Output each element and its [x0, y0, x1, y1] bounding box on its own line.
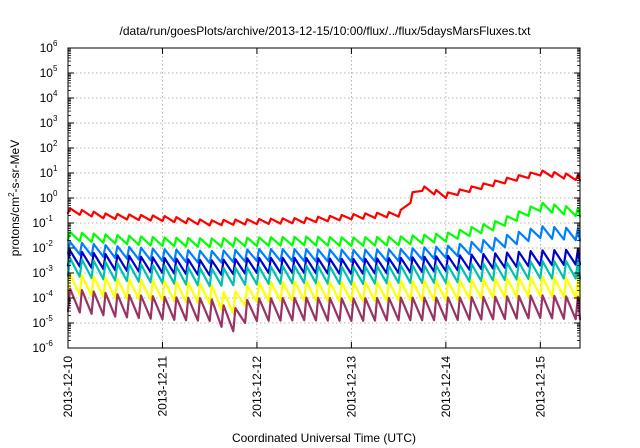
- y-tick-label: 103: [40, 114, 58, 130]
- x-axis-label: Coordinated Universal Time (UTC): [232, 431, 416, 445]
- y-tick-label: 100: [40, 189, 58, 205]
- series-line: [66, 248, 582, 277]
- y-tick-label: 106: [40, 39, 58, 55]
- y-tick-label: 102: [40, 139, 58, 155]
- series-line: [66, 287, 582, 333]
- series-line: [66, 257, 582, 288]
- series-line: [66, 273, 582, 315]
- series-line: [66, 201, 582, 249]
- y-axis-label-unit: protons/cm: [8, 197, 22, 256]
- x-tick-label: 2013-12-15: [533, 356, 547, 418]
- y-axis: 10-6 10-5 10-4 10-3 10-2 10-1 100 101 102 103 104 1…: [32, 39, 580, 355]
- x-tick-label: 2013-12-10: [61, 356, 75, 418]
- x-tick-label: 2013-12-14: [439, 356, 453, 418]
- y-tick-label: 105: [40, 64, 58, 80]
- chart-title: /data/run/goesPlots/archive/2013-12-15/1…: [120, 24, 532, 38]
- x-tick-label: 2013-12-13: [344, 356, 358, 418]
- y-tick-label: 101: [40, 164, 58, 180]
- y-axis-label-sup: 2: [7, 192, 16, 197]
- y-tick-label: 10-2: [32, 239, 53, 255]
- series-line: [66, 225, 582, 265]
- y-axis-label-rest: -s-sr-MeV: [8, 140, 22, 193]
- y-tick-label: 10-4: [32, 289, 53, 305]
- series-line: [66, 169, 582, 227]
- y-tick-label: 10-1: [32, 214, 53, 230]
- x-tick-label: 2013-12-11: [155, 356, 169, 417]
- x-axis: 2013-12-10 2013-12-11 2013-12-12 2013-12-13…: [61, 48, 547, 417]
- y-axis-label: protons/cm2-s-sr-MeV: [7, 140, 22, 256]
- y-tick-label: 10-3: [32, 264, 53, 280]
- x-tick-label: 2013-12-12: [250, 356, 264, 418]
- y-tick-label: 104: [40, 89, 58, 105]
- data-series: [66, 169, 582, 333]
- y-tick-label: 10-5: [32, 314, 53, 330]
- y-tick-label: 10-6: [32, 339, 53, 355]
